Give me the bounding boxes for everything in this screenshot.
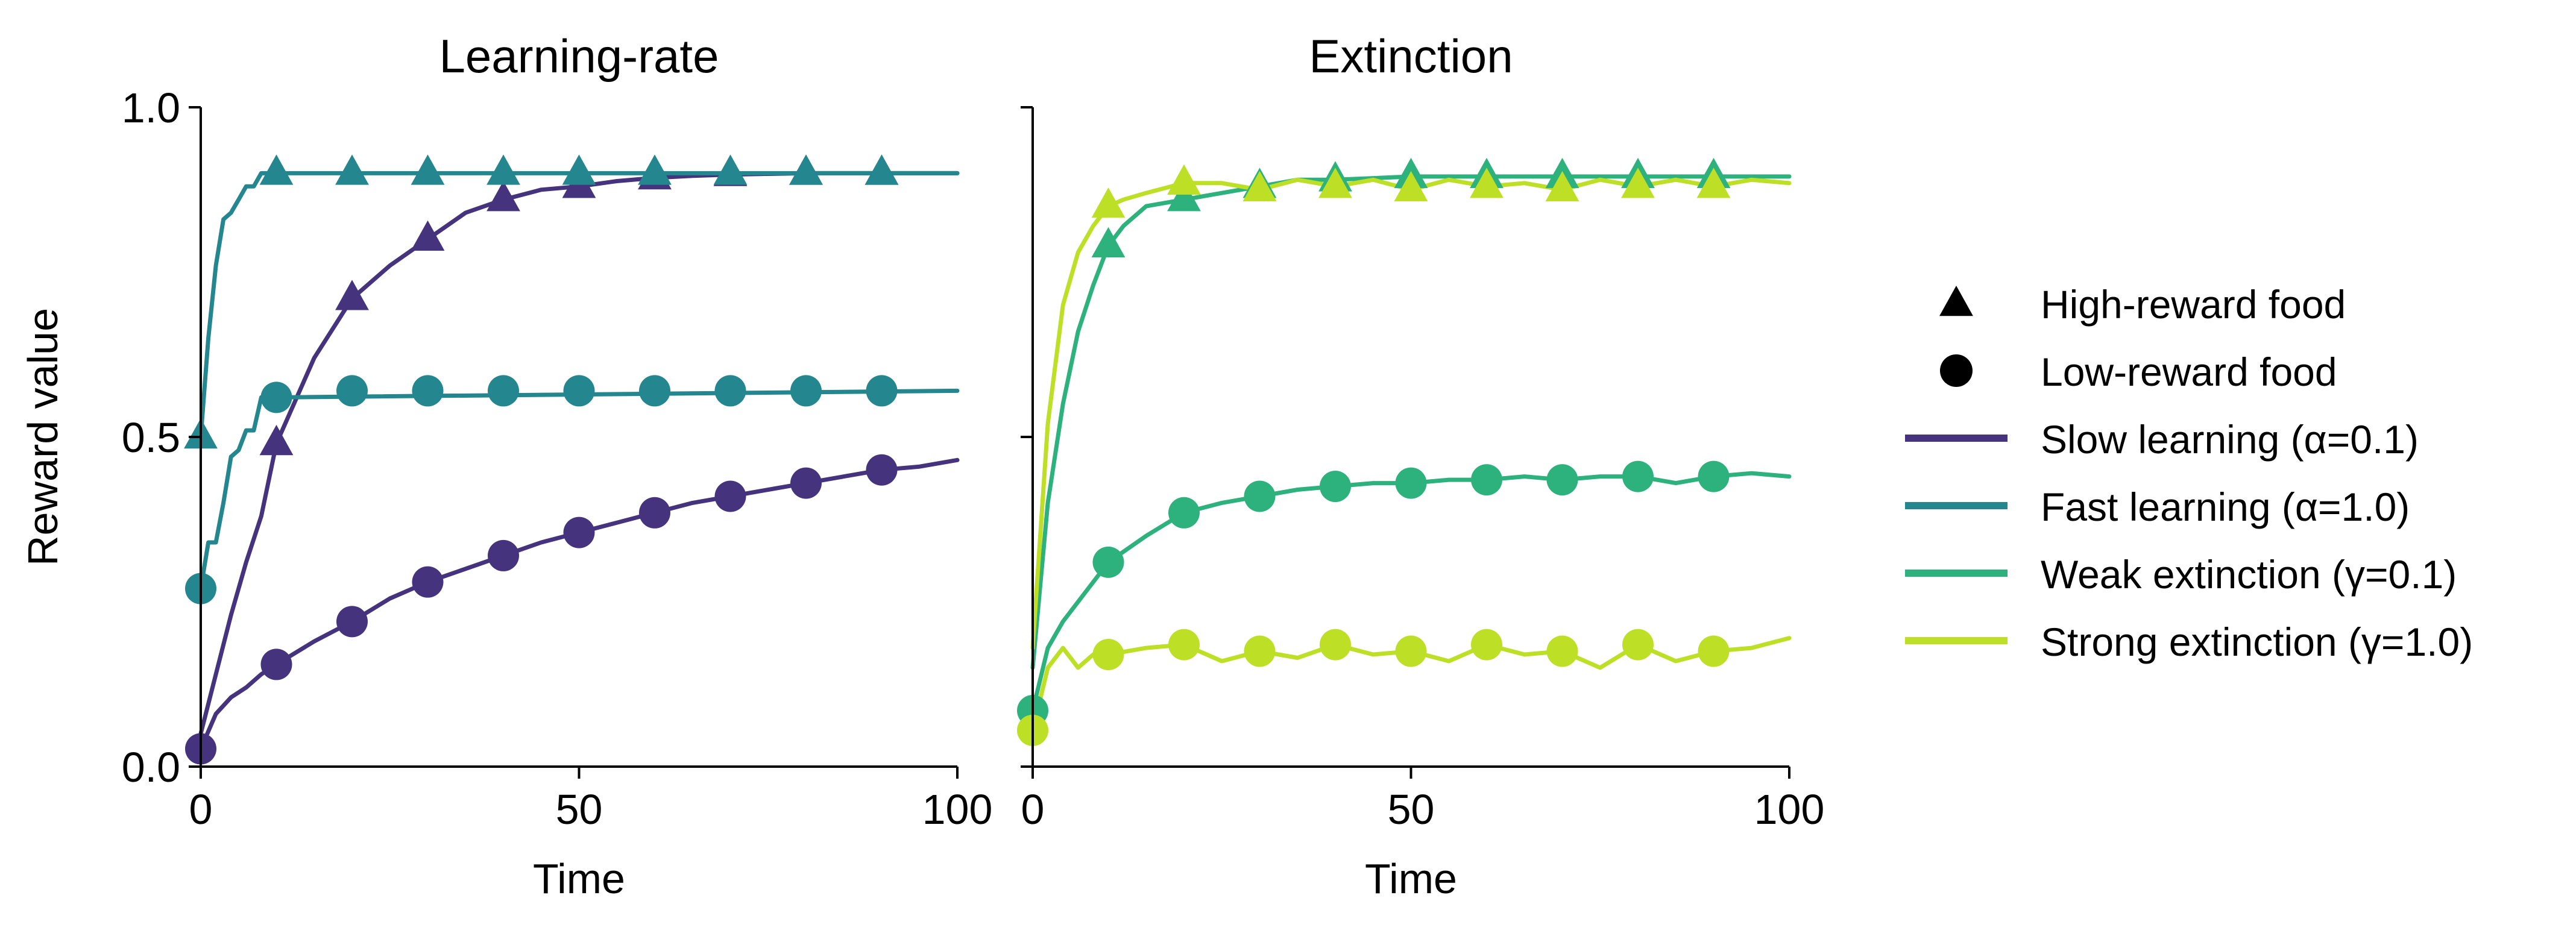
data-point-0-1-5 [562, 154, 596, 185]
data-point-1-1-5 [1395, 467, 1427, 499]
legend-marker-0 [1939, 286, 1973, 316]
data-point-0-3-9 [866, 375, 898, 407]
data-point-0-2-6 [639, 497, 670, 529]
data-point-0-1-6 [638, 154, 672, 185]
data-point-1-2-5 [1470, 168, 1504, 198]
data-point-0-1-2 [335, 154, 369, 185]
data-point-0-2-5 [563, 517, 595, 548]
data-point-1-3-9 [1698, 635, 1730, 667]
data-point-0-2-2 [336, 606, 368, 638]
x-tick-label-1-2: 100 [1754, 786, 1825, 833]
data-point-0-3-8 [790, 375, 822, 407]
x-tick-label-0-0: 0 [189, 786, 213, 833]
data-point-1-1-8 [1622, 460, 1654, 492]
data-point-1-1-1 [1092, 546, 1124, 578]
data-point-1-1-9 [1698, 460, 1730, 492]
data-point-1-1-6 [1471, 464, 1502, 496]
x-axis-label-0: Time [533, 855, 625, 902]
x-axis-label-1: Time [1365, 855, 1457, 902]
data-point-0-0-1 [335, 280, 369, 310]
data-point-1-2-2 [1242, 171, 1277, 201]
data-point-1-2-3 [1318, 168, 1352, 198]
data-point-0-2-4 [488, 539, 519, 571]
series-line-0-3 [198, 388, 960, 591]
series-line-0-0 [198, 171, 960, 736]
data-point-0-2-7 [714, 480, 746, 512]
data-point-0-3-4 [488, 375, 519, 407]
legend-label-4: Weak extinction (γ=0.1) [2041, 552, 2457, 597]
data-point-0-3-2 [336, 375, 368, 407]
data-point-0-0-0 [259, 424, 294, 456]
data-point-1-3-2 [1168, 629, 1200, 661]
data-point-0-3-5 [563, 375, 595, 407]
legend-label-5: Strong extinction (γ=1.0) [2041, 620, 2473, 664]
data-point-1-2-8 [1696, 168, 1731, 198]
data-point-0-3-1 [260, 382, 292, 413]
data-point-1-2-7 [1621, 168, 1655, 198]
data-point-0-1-8 [789, 154, 823, 185]
x-tick-label-1-0: 0 [1021, 786, 1045, 833]
legend-label-3: Fast learning (α=1.0) [2041, 485, 2410, 529]
x-tick-label-0-1: 50 [556, 786, 603, 833]
legend-label-0: High-reward food [2041, 282, 2346, 327]
x-tick-label-0-2: 100 [922, 786, 993, 833]
legend-label-1: Low-reward food [2041, 350, 2337, 394]
data-point-0-0-3 [487, 181, 520, 212]
data-point-0-1-4 [487, 154, 520, 185]
data-point-1-3-7 [1546, 635, 1578, 667]
data-point-1-3-5 [1395, 635, 1427, 667]
data-point-0-1-1 [259, 154, 294, 185]
y-axis-label-0: Reward value [19, 308, 66, 566]
data-point-1-2-1 [1167, 164, 1201, 195]
data-point-1-3-4 [1320, 629, 1351, 661]
data-point-0-2-3 [412, 566, 444, 598]
data-point-1-1-2 [1168, 497, 1200, 529]
data-point-0-2-1 [260, 648, 292, 680]
series-line-1-2 [1030, 177, 1792, 650]
data-point-0-1-3 [411, 154, 445, 185]
x-tick-label-1-1: 50 [1388, 786, 1435, 833]
data-point-1-1-7 [1546, 464, 1578, 496]
data-point-1-1-4 [1320, 471, 1351, 503]
series-line-1-1 [1030, 471, 1792, 713]
chart-title-0: Learning-rate [439, 30, 719, 83]
data-point-0-1-9 [864, 154, 899, 185]
legend-marker-1 [1940, 354, 1973, 387]
data-point-0-0-2 [411, 220, 445, 251]
data-point-0-1-7 [713, 154, 748, 185]
y-tick-label-0-2: 1.0 [122, 84, 180, 131]
data-point-0-2-9 [866, 454, 898, 486]
data-point-1-0-1 [1167, 181, 1201, 212]
series-line-1-0 [1030, 174, 1792, 670]
data-point-0-3-7 [714, 375, 746, 407]
data-point-1-2-0 [1091, 187, 1126, 218]
data-point-0-3-6 [639, 375, 670, 407]
data-point-1-3-3 [1244, 635, 1276, 667]
data-point-1-3-6 [1471, 629, 1502, 661]
data-point-0-2-8 [790, 467, 822, 499]
chart-title-1: Extinction [1309, 30, 1513, 83]
y-tick-label-0-1: 0.5 [122, 414, 180, 461]
legend-label-2: Slow learning (α=0.1) [2041, 417, 2419, 462]
data-point-1-3-1 [1092, 639, 1124, 671]
data-point-1-2-4 [1394, 171, 1428, 201]
data-point-1-0-0 [1091, 227, 1126, 257]
data-point-1-3-8 [1622, 629, 1654, 661]
data-point-1-2-6 [1545, 171, 1579, 201]
y-tick-label-0-0: 0.0 [122, 744, 180, 791]
data-point-0-3-3 [412, 375, 444, 407]
series-line-0-2 [198, 457, 960, 751]
data-point-1-1-3 [1244, 480, 1276, 512]
